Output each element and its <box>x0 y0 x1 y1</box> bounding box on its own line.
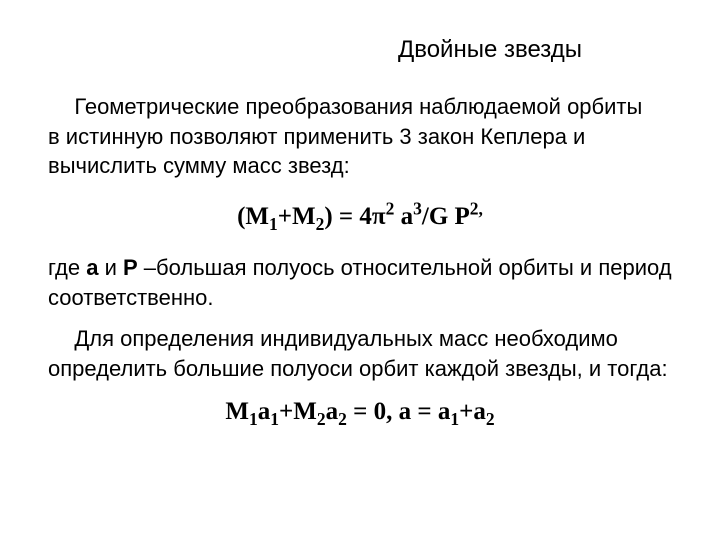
f2-s1c: 1 <box>450 409 459 429</box>
f1-lhs-open: (M <box>237 203 269 230</box>
paragraph-3: Для определения индивидуальных масс необ… <box>48 324 672 383</box>
f2-eq0: = 0, a = a <box>347 398 451 425</box>
formula-1: (M1+M2) = 4π2 a3/G P2, <box>48 203 672 231</box>
slide: Двойные звезды Геометрические преобразов… <box>0 0 720 540</box>
p2-var-a: а <box>86 255 98 280</box>
f2-s2b: 2 <box>338 409 347 429</box>
p3-first-line: Для определения индивидуальных масс необ… <box>48 324 672 354</box>
f1-close-eq: ) = 4π <box>324 203 385 230</box>
f2-plus: +M <box>279 398 317 425</box>
p3-rest: определить большие полуоси орбит каждой … <box>48 356 668 381</box>
p2-mid1: и <box>98 255 123 280</box>
f2-s1: 1 <box>249 409 258 429</box>
f2-plusa: +a <box>459 398 486 425</box>
f1-sub1: 1 <box>269 214 278 234</box>
p2-rest: –большая полуось относительной орбиты и … <box>48 255 672 310</box>
para1-rest: в истинную позволяют применить 3 закон К… <box>48 124 585 179</box>
paragraph-1: Геометрические преобразования наблюдаемо… <box>48 92 672 181</box>
f1-a: a <box>394 203 413 230</box>
f1-sup-p: 2, <box>470 199 483 219</box>
page-title: Двойные звезды <box>48 36 672 64</box>
formula-2: M1a1+M2a2 = 0, a = a1+a2 <box>48 398 672 426</box>
f2-s2: 2 <box>317 409 326 429</box>
f1-over-g: /G P <box>422 203 470 230</box>
para1-first-line: Геометрические преобразования наблюдаемо… <box>48 92 672 122</box>
p2-prefix: где <box>48 255 86 280</box>
f2-a1: a <box>258 398 271 425</box>
f2-s2c: 2 <box>486 409 495 429</box>
f2-s1b: 1 <box>270 409 279 429</box>
f1-plus: +M <box>278 203 316 230</box>
p2-var-p: Р <box>123 255 138 280</box>
f1-sup-a: 3 <box>413 199 422 219</box>
paragraph-2: где а и Р –большая полуось относительной… <box>48 253 672 312</box>
f2-m1: M <box>225 398 249 425</box>
f2-a2: a <box>326 398 339 425</box>
